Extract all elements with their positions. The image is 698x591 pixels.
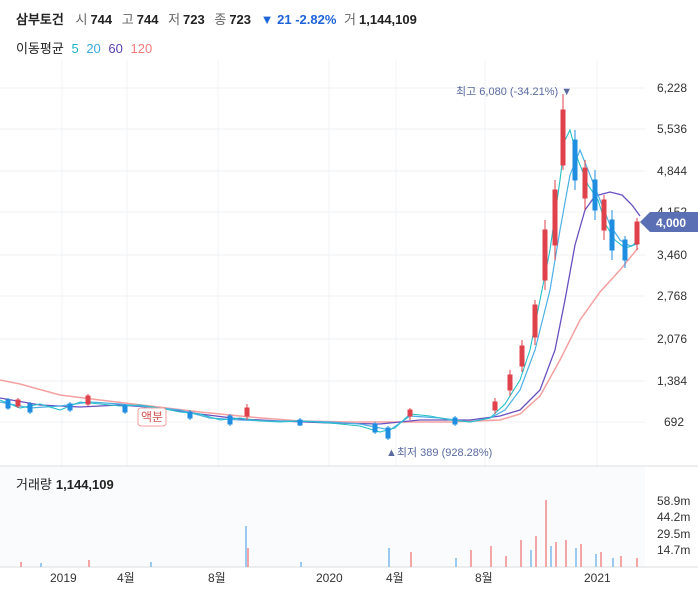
change-value: 21 -2.82% [277,12,337,27]
volume-panel-label: 거래량 [16,477,52,492]
price-grid [0,87,645,423]
ma-5-line [0,128,639,433]
price-tick: 3,460 [657,248,687,262]
price-tick: 5,536 [657,122,687,136]
price-tick: 2,768 [657,289,687,303]
high-value: 744 [136,12,159,27]
volume-tick: 14.7m [657,543,690,557]
price-tick: 6,228 [657,81,687,95]
ma-60: 60 [108,41,123,56]
volume-tick: 44.2m [657,510,690,524]
low-annotation: ▲최저 389 (928.28%) [386,446,492,459]
price-tick: 692 [664,415,684,429]
event-label: 액분 [141,410,163,424]
x-tick: 2019 [50,571,77,585]
high-annotation: 최고 6,080 (-34.21%) ▼ [456,85,572,98]
high-label: 고 [121,12,134,27]
ma-120-line [0,247,639,423]
change-down-icon: ▼ [260,12,274,27]
ma-5: 5 [71,41,79,56]
volume-value: 1,144,109 [359,12,417,27]
stock-name: 삼부토건 [16,12,64,27]
volume-bars [20,500,638,567]
price-tick: 4,844 [657,164,687,178]
open-label: 시 [75,12,88,27]
ma-120: 120 [130,41,153,56]
moving-average-label: 이동평균 [16,41,64,56]
candles [5,94,640,440]
current-price-badge: 4,000 [640,212,698,232]
open-value: 744 [90,12,113,27]
ma-20: 20 [86,41,101,56]
volume-tick: 58.9m [657,494,690,508]
current-price: 4,000 [656,216,686,230]
x-tick: 8월 [475,571,493,585]
moving-average-legend[interactable]: 이동평균 5 20 60 120 [16,38,156,57]
x-tick: 2021 [584,571,611,585]
x-tick: 4월 [386,571,404,585]
x-tick: 8월 [208,571,226,585]
volume-tick: 29.5m [657,527,690,541]
event-marker[interactable]: 액분 [137,407,167,427]
low-label: 저 [168,12,181,27]
x-axis: 2019 4월 8월 2020 4월 8월 2021 [50,571,611,585]
low-value: 723 [183,12,205,27]
price-axis: 6,228 5,536 4,844 4,152 3,460 2,768 2,07… [657,81,687,429]
close-label: 종 [214,12,227,27]
x-tick: 2020 [316,571,343,585]
price-tick: 2,076 [657,332,687,346]
price-tick: 1,384 [657,374,687,388]
volume-panel-value: 1,144,109 [55,477,114,492]
x-tick: 4월 [117,571,135,585]
close-value: 723 [229,12,252,27]
volume-label: 거 [344,12,357,27]
volume-title: 거래량 1,144,109 [16,474,114,493]
quote-header: 삼부토건 시 744 고 744 저 723 종 723 ▼ 21 -2.82% 거 1,… [16,9,423,28]
volume-axis: 58.9m 44.2m 29.5m 14.7m [657,494,690,557]
volume-panel-bg [0,467,645,567]
